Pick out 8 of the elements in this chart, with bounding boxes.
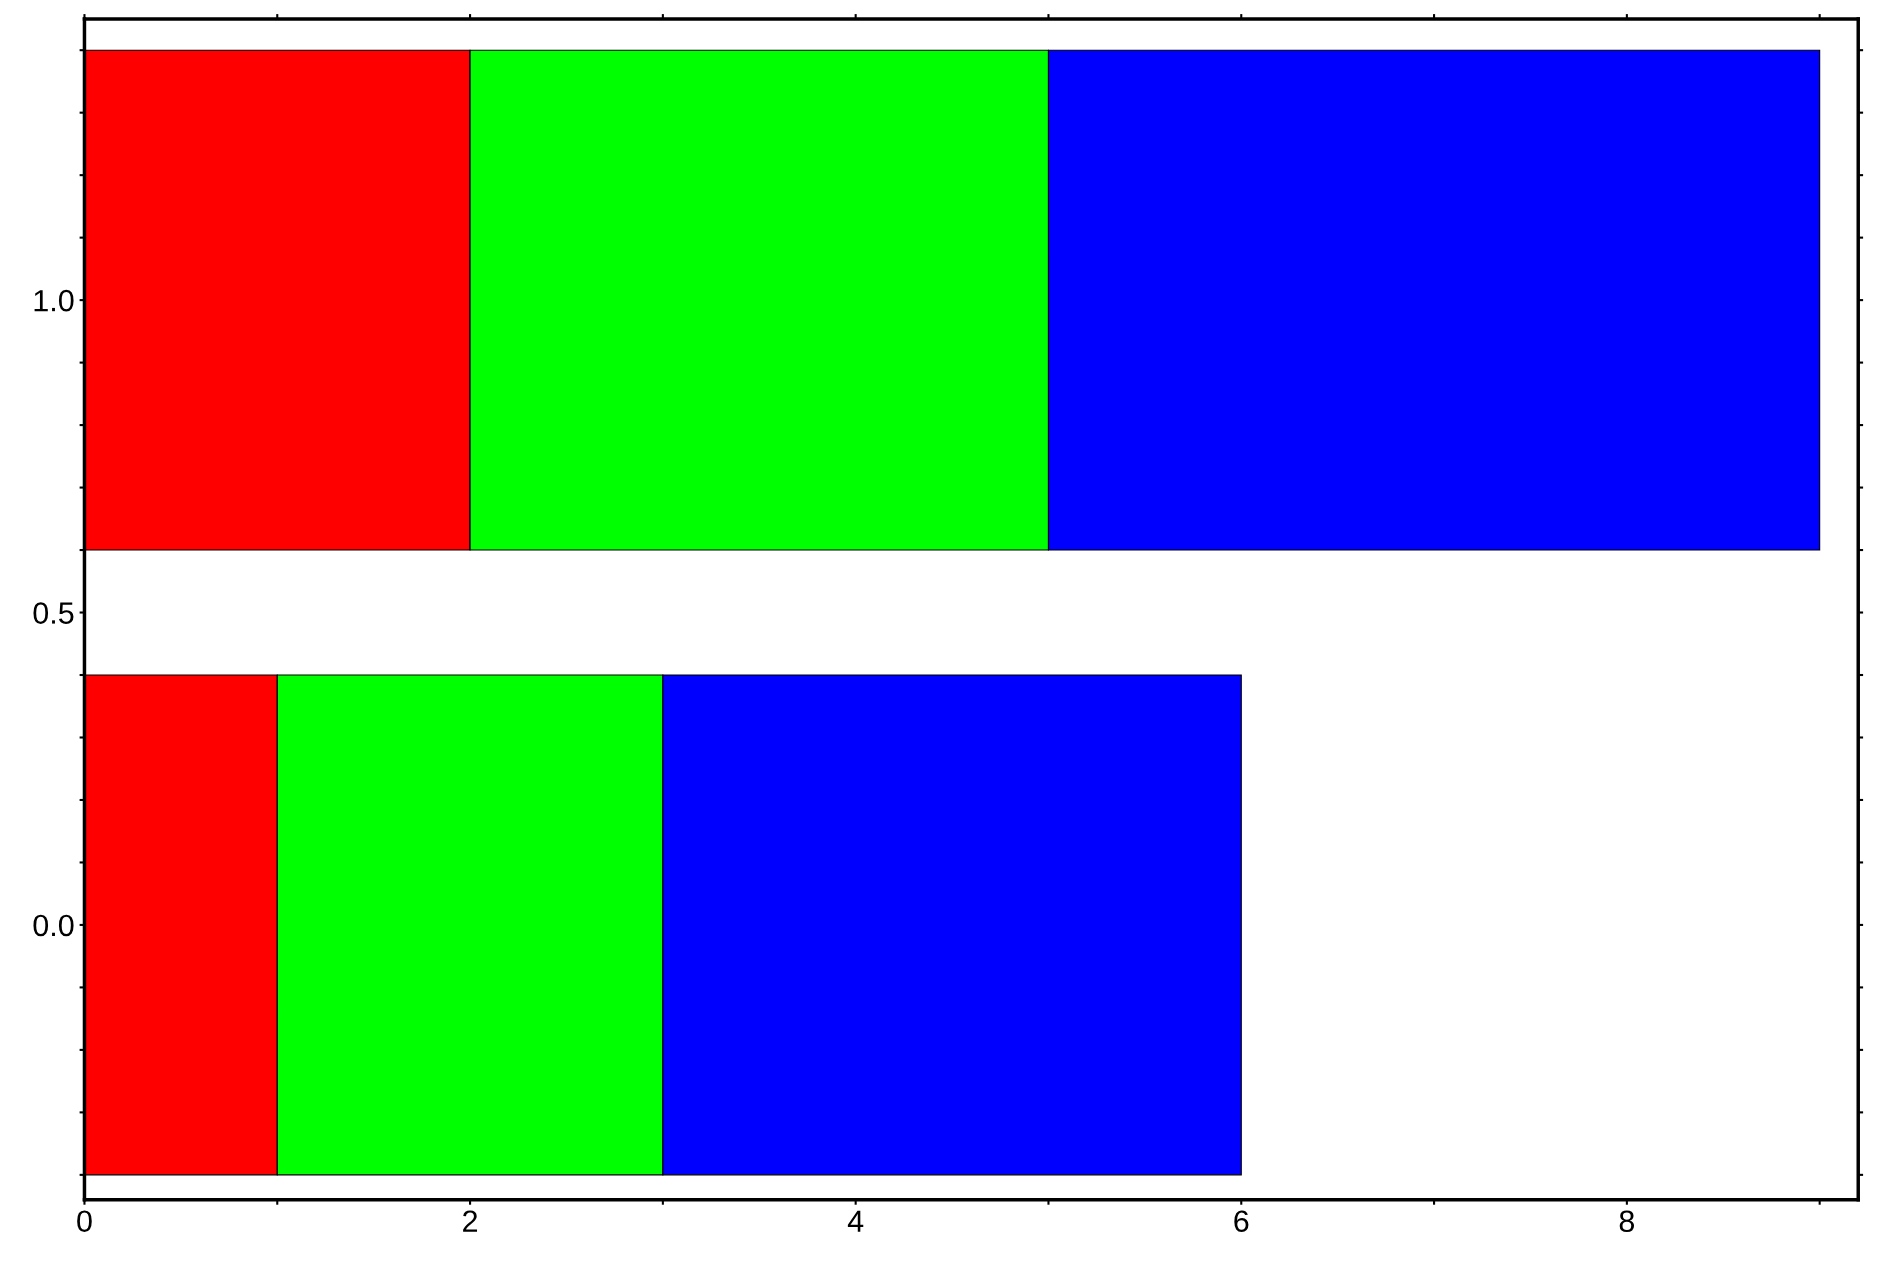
x-tick-label: 2 — [463, 1210, 478, 1232]
y-tick-label: 0.0 — [33, 914, 74, 937]
y-tick-label: 0.5 — [33, 602, 74, 624]
y-tick-label: 1.0 — [34, 289, 74, 312]
x-tick-label: 0 — [77, 1210, 92, 1233]
x-tick-label: 6 — [1234, 1210, 1249, 1233]
x-tick-label: 8 — [1619, 1210, 1635, 1233]
x-tick-label: 4 — [847, 1210, 864, 1232]
